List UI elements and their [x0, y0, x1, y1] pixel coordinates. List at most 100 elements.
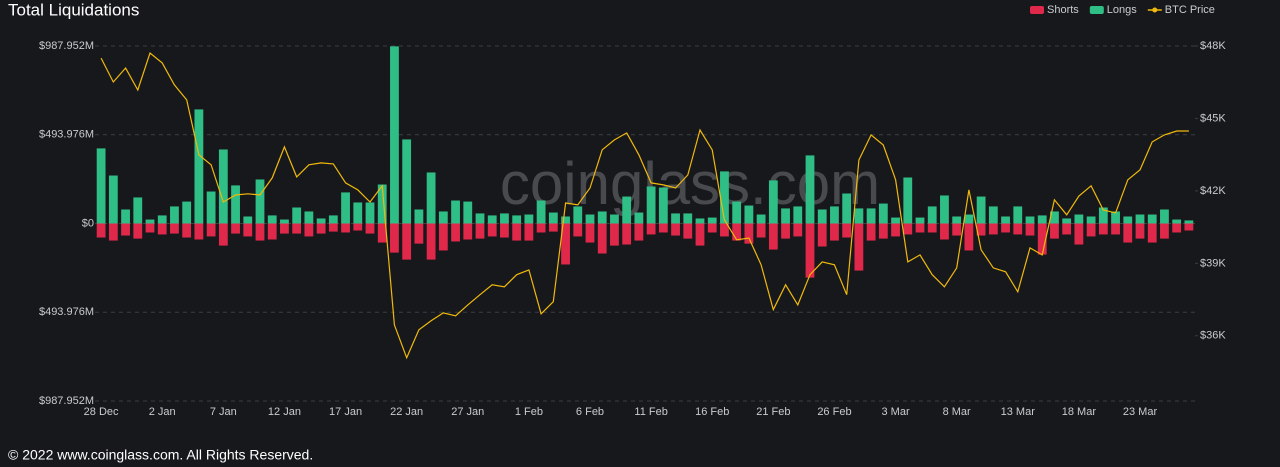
bar — [341, 192, 350, 224]
bar — [585, 223, 595, 243]
bar — [475, 223, 485, 239]
bar — [964, 214, 974, 224]
x-tick-label: 11 Feb — [634, 406, 667, 418]
bar — [170, 206, 179, 224]
bar — [561, 216, 570, 224]
bar — [280, 223, 289, 234]
bar — [927, 223, 937, 233]
bar — [255, 179, 265, 224]
bar — [622, 196, 632, 224]
y-tick-label: $493.976M — [39, 129, 94, 141]
y-tick-label: $0 — [82, 217, 94, 229]
bar — [988, 206, 998, 224]
bar — [940, 223, 949, 240]
bar — [671, 223, 680, 236]
legend-label: BTC Price — [1165, 4, 1215, 16]
bar — [500, 223, 509, 238]
bar — [597, 223, 607, 254]
bar — [390, 223, 399, 253]
bar — [732, 223, 742, 241]
bar — [805, 155, 815, 224]
bar — [940, 195, 949, 224]
x-tick-label: 7 Jan — [210, 406, 237, 418]
bar — [720, 223, 729, 237]
bar — [536, 200, 546, 224]
x-tick-label: 13 Mar — [1001, 406, 1036, 418]
bar — [328, 215, 338, 224]
bar — [475, 213, 485, 224]
x-tick-label: 26 Feb — [817, 406, 851, 418]
bar — [451, 200, 460, 224]
watermark: coinglass.com — [500, 150, 880, 217]
bar — [1074, 223, 1084, 245]
bar — [695, 223, 705, 246]
bar — [768, 223, 778, 250]
bar — [915, 217, 925, 224]
bar — [512, 223, 522, 241]
bar — [170, 223, 179, 234]
bar — [390, 46, 399, 224]
bar — [1147, 214, 1157, 224]
x-tick-label: 1 Feb — [515, 406, 543, 418]
bar — [121, 223, 130, 236]
x-tick-label: 23 Mar — [1123, 406, 1158, 418]
bar — [365, 202, 375, 224]
footer: © 2022 www.coinglass.com. All Rights Res… — [8, 447, 313, 463]
bar — [1172, 219, 1182, 224]
bar — [1001, 223, 1010, 233]
bar — [561, 223, 570, 265]
legend-swatch — [1152, 7, 1158, 13]
bar — [915, 223, 925, 233]
bar — [304, 223, 314, 237]
bar — [952, 216, 962, 224]
bar — [1025, 223, 1035, 236]
bar — [634, 223, 644, 241]
bar — [145, 223, 155, 233]
bar — [1147, 223, 1157, 243]
bar — [793, 223, 803, 237]
bar — [500, 213, 509, 224]
bar — [683, 213, 693, 224]
bar — [121, 209, 130, 224]
bar — [231, 185, 240, 224]
bar — [830, 206, 839, 224]
bar — [744, 223, 754, 244]
x-tick-label: 28 Dec — [84, 406, 119, 418]
bar — [927, 206, 937, 224]
bar — [756, 223, 766, 238]
bar — [976, 196, 986, 224]
bar — [1123, 223, 1133, 243]
bar — [1086, 216, 1096, 224]
x-tick-label: 2 Jan — [149, 406, 176, 418]
bar — [304, 211, 314, 224]
bar — [903, 223, 913, 235]
bar — [292, 223, 302, 234]
bar — [218, 149, 228, 224]
bar — [842, 223, 852, 238]
bar — [1111, 211, 1120, 224]
y2-tick-label: $39K — [1200, 257, 1226, 269]
bar — [377, 223, 387, 243]
legend-label: Shorts — [1047, 4, 1079, 16]
bar — [243, 216, 253, 224]
bar — [610, 214, 619, 224]
bar — [744, 205, 754, 224]
bar — [438, 223, 448, 251]
bar — [1001, 216, 1010, 224]
bar — [1086, 223, 1096, 237]
bar — [891, 217, 900, 224]
bar — [438, 211, 448, 224]
bar — [108, 223, 118, 241]
bar — [1074, 214, 1084, 224]
bar — [206, 191, 216, 224]
bar — [830, 223, 839, 241]
bar — [854, 223, 864, 271]
bar — [683, 223, 693, 239]
bar — [732, 201, 742, 224]
bar — [1184, 220, 1194, 224]
bar — [316, 223, 326, 234]
bar — [96, 223, 106, 238]
bar — [1135, 214, 1145, 224]
legend-swatch — [1030, 6, 1044, 14]
